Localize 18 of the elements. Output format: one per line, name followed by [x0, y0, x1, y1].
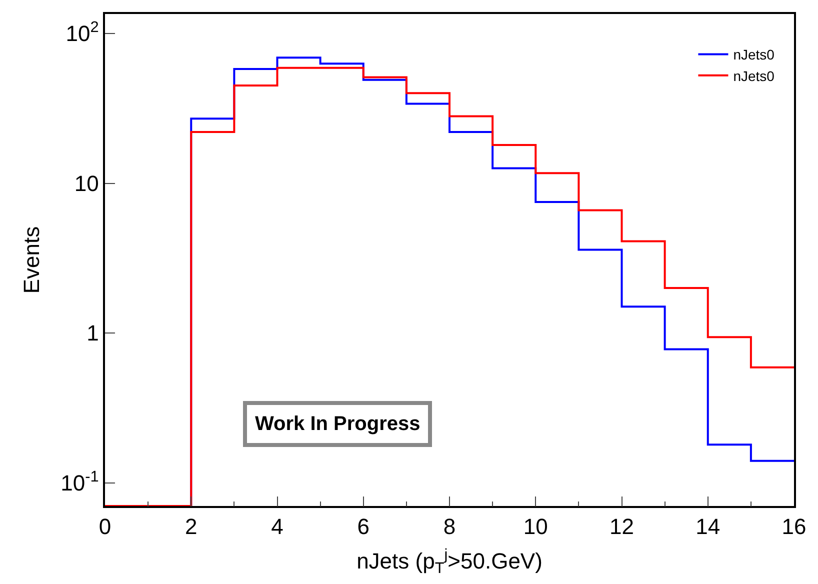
x-tick-label: 4 — [271, 514, 284, 540]
y-tick-label: 1 — [86, 320, 99, 346]
annotation: Work In Progress — [255, 413, 420, 435]
y-tick-label: 10 — [74, 170, 99, 196]
x-tick-label: 6 — [357, 514, 370, 540]
x-tick-label: 10 — [523, 514, 548, 540]
x-axis-title: nJets (p$_{T}$$^{j}$>50.GeV) — [356, 546, 542, 578]
x-tick-label: 2 — [185, 514, 198, 540]
x-tick-label: 16 — [782, 514, 806, 540]
y-tick-label: 10$^{-1}$ — [60, 468, 99, 496]
legend-label: nJets0 — [733, 68, 775, 84]
y-tick-label: 10$^{2}$ — [66, 18, 99, 46]
x-tick-label: 14 — [696, 514, 720, 540]
x-tick-label: 0 — [98, 514, 112, 540]
y-axis-title: Events — [18, 226, 44, 294]
x-tick-label: 8 — [443, 514, 456, 540]
x-tick-label: 12 — [610, 514, 634, 540]
legend-label: nJets0 — [733, 46, 775, 63]
